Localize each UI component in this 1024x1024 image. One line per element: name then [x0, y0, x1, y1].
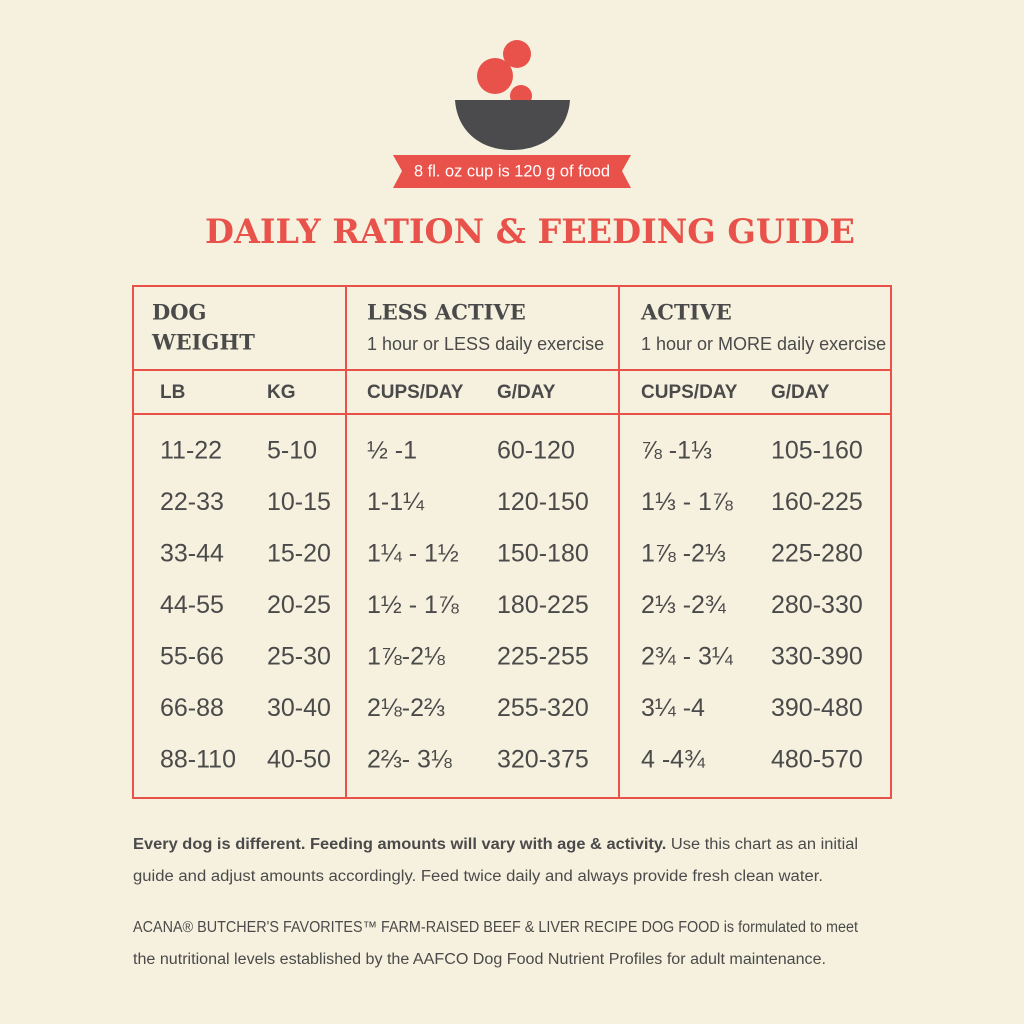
column-header: G/DAY [771, 382, 830, 403]
table-cell: 1⅓ - 1⅞ [641, 488, 733, 516]
table-cell: 3¼ -4 [641, 694, 705, 722]
table-cell: 280-330 [771, 591, 863, 619]
column-header: LB [160, 382, 185, 403]
table-cell: 255-320 [497, 694, 589, 722]
table-cell: 15-20 [267, 540, 331, 568]
group-title: LESS ACTIVE [367, 300, 526, 325]
table-cell: 1⅞-2⅛ [367, 643, 445, 671]
table-cell: 120-150 [497, 488, 589, 516]
group-title: ACTIVE [640, 300, 732, 325]
table-cell: 60-120 [497, 437, 575, 465]
table-cell: 10-15 [267, 488, 331, 516]
table-cell: 480-570 [771, 746, 863, 774]
table-cell: 1-1¼ [367, 488, 425, 516]
table-cell: 2¾ - 3¼ [641, 643, 734, 671]
product-line: the nutritional levels established by th… [133, 951, 826, 968]
group-subtitle: 1 hour or MORE daily exercise [641, 334, 886, 354]
note-line: Every dog is different. Feeding amounts … [133, 836, 858, 853]
table-cell: 22-33 [160, 488, 224, 516]
column-header: CUPS/DAY [641, 382, 738, 403]
table-cell: 66-88 [160, 694, 224, 722]
table: DOG WEIGHT LESS ACTIVE 1 hour or LESS daily… [151, 300, 886, 774]
table-cell: 390-480 [771, 694, 863, 722]
product-line: ACANA® BUTCHER'S FAVORITES™ FARM-RAISED … [133, 919, 859, 936]
column-header: CUPS/DAY [367, 382, 464, 403]
table-cell: 225-255 [497, 643, 589, 671]
table-cell: 225-280 [771, 540, 863, 568]
table-cell: ⅞ -1⅓ [641, 437, 712, 465]
column-header: KG [267, 382, 296, 403]
table-cell: 30-40 [267, 694, 331, 722]
note-line: guide and adjust amounts accordingly. Fe… [133, 868, 823, 885]
table-cell: 2⅔- 3⅛ [367, 746, 452, 774]
table-cell: 1½ - 1⅞ [367, 591, 459, 619]
table-cell: ½ -1 [367, 437, 417, 465]
bowl-icon [455, 40, 570, 150]
table-cell: 55-66 [160, 643, 224, 671]
title: DAILY RATION & FEEDING GUIDE [205, 212, 855, 252]
table-cell: 33-44 [160, 540, 224, 568]
table-cell: 44-55 [160, 591, 224, 619]
group-title: WEIGHT [151, 330, 255, 355]
table-cell: 4 -4¾ [641, 746, 706, 774]
note-bold: Every dog is different. Feeding amounts … [133, 836, 666, 853]
table-cell: 20-25 [267, 591, 331, 619]
table-cell: 1¼ - 1½ [367, 540, 459, 568]
table-cell: 40-50 [267, 746, 331, 774]
table-cell: 88-110 [160, 746, 236, 774]
table-cell: 105-160 [771, 437, 863, 465]
table-cell: 1⅞ -2⅓ [641, 540, 726, 568]
table-cell: 11-22 [160, 437, 222, 465]
group-title: DOG [152, 300, 206, 325]
column-header: G/DAY [497, 382, 556, 403]
table-cell: 180-225 [497, 591, 589, 619]
table-cell: 330-390 [771, 643, 863, 671]
badge-ribbon [393, 155, 631, 188]
table-grid [132, 285, 892, 799]
table-cell: 2⅓ -2¾ [641, 591, 727, 619]
table-cell: 25-30 [267, 643, 331, 671]
table-cell: 160-225 [771, 488, 863, 516]
table-cell: 320-375 [497, 746, 589, 774]
table-cell: 150-180 [497, 540, 589, 568]
badge-text: 8 fl. oz cup is 120 g of food [414, 161, 610, 180]
group-subtitle: 1 hour or LESS daily exercise [367, 334, 604, 354]
table-cell: 5-10 [267, 437, 317, 465]
note-text: Use this chart as an initial [671, 836, 858, 853]
table-cell: 2⅛-2⅔ [367, 694, 445, 722]
